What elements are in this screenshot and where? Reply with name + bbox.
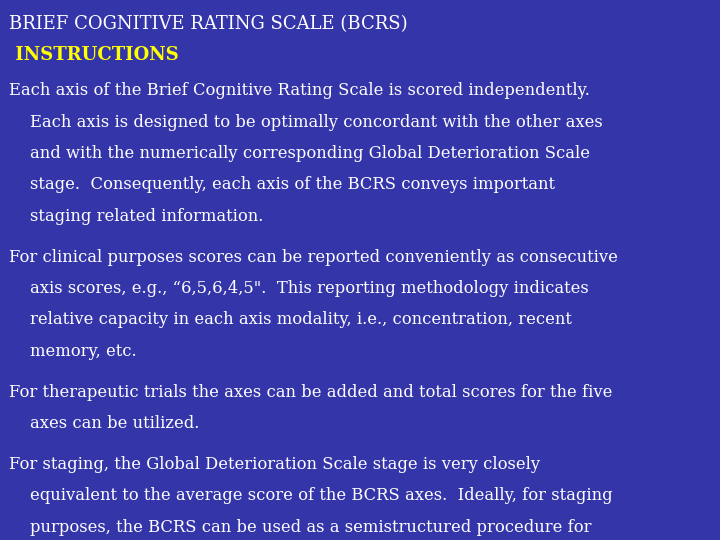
Text: relative capacity in each axis modality, i.e., concentration, recent: relative capacity in each axis modality,… [9,312,572,328]
Text: BRIEF COGNITIVE RATING SCALE (BCRS): BRIEF COGNITIVE RATING SCALE (BCRS) [9,15,408,33]
Text: and with the numerically corresponding Global Deterioration Scale: and with the numerically corresponding G… [9,145,590,162]
Text: For therapeutic trials the axes can be added and total scores for the five: For therapeutic trials the axes can be a… [9,384,612,401]
Text: memory, etc.: memory, etc. [9,343,136,360]
Text: Each axis is designed to be optimally concordant with the other axes: Each axis is designed to be optimally co… [9,114,603,131]
Text: equivalent to the average score of the BCRS axes.  Ideally, for staging: equivalent to the average score of the B… [9,488,612,504]
Text: Each axis of the Brief Cognitive Rating Scale is scored independently.: Each axis of the Brief Cognitive Rating … [9,83,590,99]
Text: purposes, the BCRS can be used as a semistructured procedure for: purposes, the BCRS can be used as a semi… [9,519,591,536]
Text: For clinical purposes scores can be reported conveniently as consecutive: For clinical purposes scores can be repo… [9,249,618,266]
Text: axis scores, e.g., “6,5,6,4,5".  This reporting methodology indicates: axis scores, e.g., “6,5,6,4,5". This rep… [9,280,588,297]
Text: stage.  Consequently, each axis of the BCRS conveys important: stage. Consequently, each axis of the BC… [9,177,554,193]
Text: axes can be utilized.: axes can be utilized. [9,415,199,432]
Text: For staging, the Global Deterioration Scale stage is very closely: For staging, the Global Deterioration Sc… [9,456,540,473]
Text: staging related information.: staging related information. [9,208,263,225]
Text: INSTRUCTIONS: INSTRUCTIONS [9,46,179,64]
